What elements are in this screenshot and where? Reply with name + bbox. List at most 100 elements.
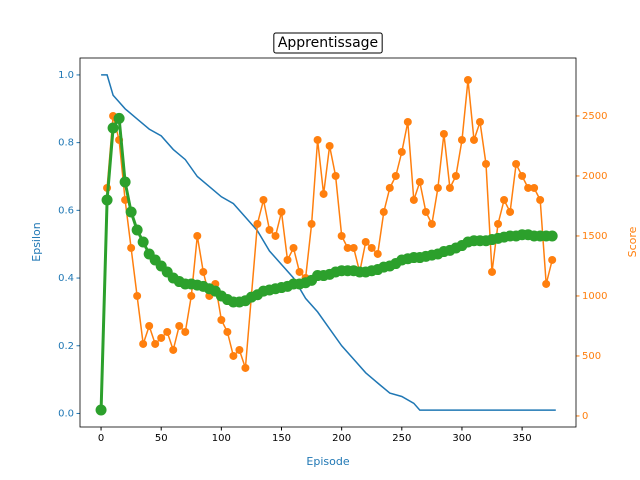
point: [181, 327, 190, 336]
point: [482, 159, 491, 168]
point: [95, 404, 107, 416]
point: [542, 279, 551, 288]
point: [229, 351, 238, 360]
point: [433, 183, 442, 192]
y2-tick-label: 2500: [582, 111, 607, 122]
point: [391, 171, 400, 180]
point: [133, 291, 142, 300]
point: [289, 243, 298, 252]
point: [415, 177, 424, 186]
point: [530, 183, 539, 192]
point: [385, 183, 394, 192]
y2-tick-label: 1000: [582, 291, 607, 302]
point: [307, 219, 316, 228]
title-box: [273, 32, 383, 54]
y-tick-label: 0.8: [58, 138, 74, 149]
point: [463, 75, 472, 84]
point: [361, 237, 370, 246]
point: [169, 345, 178, 354]
point: [349, 243, 358, 252]
point: [253, 219, 262, 228]
point: [107, 122, 119, 134]
point: [397, 147, 406, 156]
y-tick-label: 0.4: [58, 273, 74, 284]
y-tick-label: 0.0: [58, 408, 74, 419]
point: [409, 195, 418, 204]
point: [241, 363, 250, 372]
point: [137, 236, 149, 248]
point: [488, 267, 497, 276]
point: [421, 207, 430, 216]
point: [337, 231, 346, 240]
series-line: [100, 79, 553, 411]
point: [271, 231, 280, 240]
x-tick-label: 0: [98, 433, 104, 444]
y-axis-label: Epsilon: [30, 222, 43, 262]
x-tick-label: 100: [212, 433, 231, 444]
point: [313, 135, 322, 144]
point: [439, 129, 448, 138]
x-tick-label: 50: [155, 433, 168, 444]
point: [403, 117, 412, 126]
point: [145, 321, 154, 330]
plot-frame: [79, 57, 577, 428]
point: [199, 267, 208, 276]
point: [379, 207, 388, 216]
point: [343, 243, 352, 252]
point: [451, 171, 460, 180]
x-tick-label: 150: [272, 433, 291, 444]
point: [445, 183, 454, 192]
point: [524, 183, 533, 192]
point: [157, 333, 166, 342]
point: [193, 231, 202, 240]
y2-tick-label: 2000: [582, 171, 607, 182]
point: [546, 230, 558, 242]
point: [277, 207, 286, 216]
point: [494, 219, 503, 228]
point: [457, 135, 466, 144]
y2-tick-label: 0: [582, 411, 588, 422]
y2-tick-label: 500: [582, 351, 601, 362]
point: [101, 194, 113, 206]
y-tick-label: 0.2: [58, 341, 74, 352]
point: [175, 321, 184, 330]
point: [373, 249, 382, 258]
point: [217, 315, 226, 324]
point: [113, 112, 125, 124]
point: [235, 345, 244, 354]
point: [163, 327, 172, 336]
point: [325, 141, 334, 150]
point: [512, 159, 521, 168]
chart-title: Apprentissage: [278, 35, 378, 51]
point: [518, 171, 527, 180]
x-tick-label: 300: [452, 433, 471, 444]
x-tick-label: 250: [392, 433, 411, 444]
y-tick-label: 1.0: [58, 70, 74, 81]
point: [223, 327, 232, 336]
y2-tick-label: 1500: [582, 231, 607, 242]
point: [119, 176, 131, 188]
point: [469, 135, 478, 144]
point: [500, 195, 509, 204]
x-axis-label: Episode: [306, 455, 349, 468]
point: [331, 171, 340, 180]
point: [283, 255, 292, 264]
series-line: [101, 74, 556, 411]
x-tick-label: 350: [513, 433, 532, 444]
point: [548, 255, 557, 264]
point: [187, 291, 196, 300]
point: [295, 267, 304, 276]
point: [476, 117, 484, 126]
point: [506, 207, 515, 216]
point: [536, 195, 545, 204]
point: [319, 189, 328, 198]
y-tick-label: 0.6: [58, 205, 74, 216]
point: [151, 339, 160, 348]
point: [127, 243, 136, 252]
point: [427, 219, 436, 228]
y2-axis-label: Score: [626, 226, 639, 257]
point: [125, 206, 137, 218]
x-tick-label: 200: [332, 433, 351, 444]
point: [265, 225, 274, 234]
